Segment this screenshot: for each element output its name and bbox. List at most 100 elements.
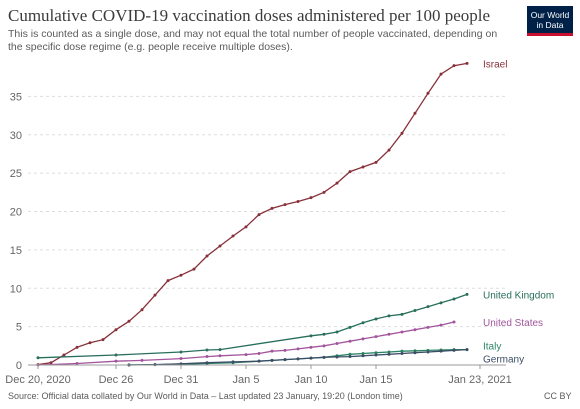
data-point-israel (140, 308, 144, 312)
data-point-united-kingdom (179, 350, 183, 354)
data-point-israel (231, 234, 235, 238)
data-point-israel (309, 196, 313, 200)
data-point-united-states (335, 342, 339, 346)
series-united-kingdom[interactable] (36, 292, 469, 360)
data-point-united-kingdom (452, 297, 456, 301)
y-tick-label: 10 (10, 283, 22, 295)
data-point-united-kingdom (400, 312, 404, 316)
data-point-germany (413, 351, 417, 355)
data-point-united-states (218, 354, 222, 358)
data-point-israel (192, 267, 196, 271)
data-point-israel (413, 111, 417, 115)
logo-line-1: Our World (530, 10, 570, 20)
series-label-israel[interactable]: Israel (483, 59, 507, 70)
data-point-germany (439, 349, 443, 353)
y-tick-label: 5 (16, 322, 22, 334)
data-point-italy (348, 352, 352, 356)
data-point-israel (296, 200, 300, 204)
data-point-israel (127, 319, 131, 323)
data-point-israel (218, 244, 222, 248)
data-point-united-states (361, 337, 365, 341)
data-point-israel (62, 353, 66, 357)
data-point-israel (465, 61, 469, 65)
owid-logo[interactable]: Our World in Data (527, 6, 573, 36)
x-tick-label: Jan 15 (359, 374, 392, 386)
series-israel[interactable] (36, 61, 469, 367)
data-point-germany (426, 350, 430, 354)
series-label-united-kingdom[interactable]: United Kingdom (483, 290, 554, 301)
license-link[interactable]: CC BY (544, 391, 572, 401)
data-point-united-states (270, 349, 274, 353)
data-point-germany (270, 358, 274, 362)
data-point-israel (101, 338, 105, 342)
data-point-israel (335, 181, 339, 185)
y-axis: 0 5 10 15 20 25 30 35 (10, 91, 22, 372)
data-point-italy (361, 351, 365, 355)
y-tick-label: 20 (10, 207, 22, 219)
data-point-united-kingdom (309, 334, 313, 338)
data-point-germany (361, 354, 365, 358)
data-point-united-states (413, 328, 417, 332)
series-labels: Israel United Kingdom United States Italy Ge… (483, 59, 554, 365)
data-point-germany (387, 352, 391, 356)
data-point-united-states (257, 351, 261, 355)
y-tick-label: 30 (10, 130, 22, 142)
data-point-germany (452, 348, 456, 352)
data-point-israel (387, 148, 391, 152)
data-point-germany (283, 358, 287, 362)
data-point-united-states (283, 348, 287, 352)
data-point-united-kingdom (335, 330, 339, 334)
series-line-united-kingdom (37, 293, 468, 359)
data-point-united-states (426, 325, 430, 329)
data-point-united-kingdom (413, 309, 417, 313)
data-point-germany (296, 357, 300, 361)
data-point-israel (361, 165, 365, 169)
x-tick-label: Dec 26 (99, 374, 134, 386)
data-point-united-kingdom (114, 353, 118, 357)
chart-subtitle: This is counted as a single dose, and ma… (8, 28, 498, 53)
grid-lines (28, 95, 506, 366)
data-point-israel (439, 72, 443, 76)
series-germany[interactable] (127, 348, 469, 367)
data-point-israel (166, 279, 170, 283)
data-point-germany (257, 359, 261, 363)
data-point-israel (114, 328, 118, 332)
source-note: Source: Official data collated by Our Wo… (8, 391, 403, 401)
series-label-germany[interactable]: Germany (483, 355, 524, 366)
data-point-united-states (322, 344, 326, 348)
data-point-italy (400, 349, 404, 353)
data-point-israel (400, 131, 404, 135)
data-point-italy (387, 350, 391, 354)
x-tick-label: Jan 23, 2021 (448, 374, 512, 386)
data-point-united-states (309, 345, 313, 349)
data-point-united-kingdom (374, 317, 378, 321)
data-point-israel (244, 225, 248, 229)
x-tick-label: Jan 10 (294, 374, 327, 386)
data-point-united-states (296, 347, 300, 351)
x-tick-label: Jan 5 (233, 374, 260, 386)
data-point-israel (426, 91, 430, 95)
data-point-united-kingdom (205, 348, 209, 352)
data-point-united-kingdom (426, 305, 430, 309)
data-point-italy (374, 351, 378, 355)
data-point-united-kingdom (348, 325, 352, 329)
data-point-united-kingdom (36, 356, 40, 360)
y-tick-label: 35 (10, 91, 22, 103)
data-point-germany (374, 353, 378, 357)
series-line-israel (37, 62, 468, 366)
data-point-germany (348, 355, 352, 359)
data-point-united-states (400, 330, 404, 334)
data-point-united-kingdom (439, 301, 443, 305)
data-point-germany (400, 351, 404, 355)
data-point-israel (374, 160, 378, 164)
data-point-united-states (140, 358, 144, 362)
data-point-germany (309, 356, 313, 360)
data-point-germany (231, 360, 235, 364)
x-tick-label: Dec 31 (164, 374, 199, 386)
logo-line-2: in Data (536, 20, 564, 30)
series-label-united-states[interactable]: United States (483, 318, 543, 329)
data-point-united-states (439, 323, 443, 327)
series-label-italy[interactable]: Italy (483, 342, 501, 353)
series-united-states[interactable] (36, 320, 456, 367)
